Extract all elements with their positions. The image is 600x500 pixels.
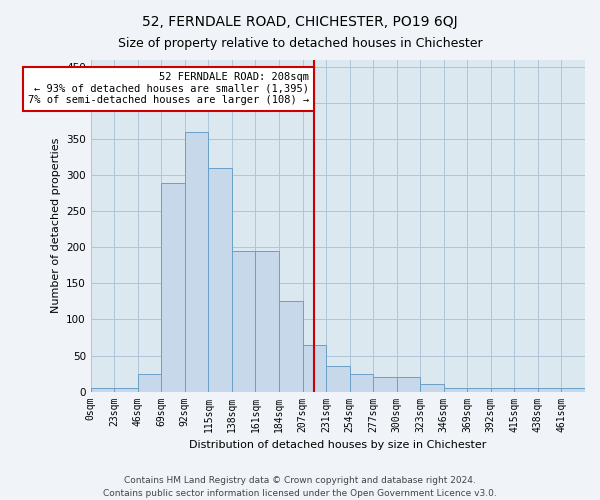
Bar (444, 388, 467, 392)
Text: Size of property relative to detached houses in Chichester: Size of property relative to detached ho… (118, 38, 482, 51)
Bar (91, 388, 114, 392)
Text: 52 FERNDALE ROAD: 208sqm
← 93% of detached houses are smaller (1,395)
7% of semi: 52 FERNDALE ROAD: 208sqm ← 93% of detach… (28, 72, 309, 106)
Bar (538, 388, 562, 392)
Bar (514, 388, 538, 392)
Bar (326, 366, 350, 392)
Bar (397, 377, 420, 392)
Bar (562, 388, 585, 392)
Y-axis label: Number of detached properties: Number of detached properties (50, 138, 61, 314)
Bar (373, 377, 397, 392)
Bar (114, 388, 138, 392)
Bar (185, 132, 208, 392)
Bar (302, 344, 326, 392)
Text: 52, FERNDALE ROAD, CHICHESTER, PO19 6QJ: 52, FERNDALE ROAD, CHICHESTER, PO19 6QJ (142, 15, 458, 29)
Bar (161, 182, 185, 392)
Bar (350, 374, 373, 392)
Bar (491, 388, 514, 392)
Bar (420, 384, 444, 392)
Text: Contains HM Land Registry data © Crown copyright and database right 2024.
Contai: Contains HM Land Registry data © Crown c… (103, 476, 497, 498)
Bar (256, 251, 279, 392)
Bar (208, 168, 232, 392)
X-axis label: Distribution of detached houses by size in Chichester: Distribution of detached houses by size … (189, 440, 487, 450)
Bar (279, 302, 302, 392)
Bar (232, 251, 256, 392)
Bar (467, 388, 491, 392)
Bar (138, 374, 161, 392)
